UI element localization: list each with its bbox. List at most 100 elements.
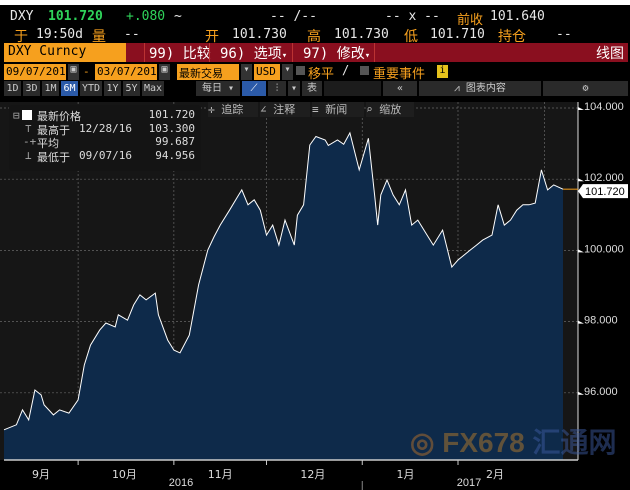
zoom-tool[interactable]: ⌕ 缩放 (366, 102, 414, 117)
candlestick-icon[interactable]: ⫶ (268, 81, 286, 96)
open-label: 开 (205, 29, 219, 45)
sparkline-icon: ~ (174, 9, 182, 24)
tool-label: 注释 (273, 103, 296, 116)
events-label: 重要事件 (373, 67, 426, 82)
open-interest-label: 持仓 (498, 29, 526, 45)
chart-content-button[interactable]: ⩘ 图表内容 (419, 81, 541, 96)
calendar-icon[interactable]: ▣ (68, 64, 79, 80)
compare-button[interactable]: 99) 比较 (144, 43, 211, 62)
legend-label: 平均 (37, 137, 59, 150)
time: 19:50d (36, 27, 83, 42)
period-button-1d[interactable]: 1D (4, 81, 21, 96)
price-line (3, 131, 564, 431)
tool-label: 新闻 (325, 103, 348, 116)
tool-label: 追踪 (221, 103, 244, 116)
legend-value: 99.687 (155, 135, 195, 148)
price-type-select[interactable]: 最新交易 (177, 64, 239, 80)
period-button-1m[interactable]: 1M (42, 81, 59, 96)
low-label: 低 (404, 29, 418, 45)
chart-content-label: 图表内容 (465, 83, 506, 94)
edit-label: 97) 修改 (303, 46, 365, 62)
frequency-select[interactable]: 每日 ▾ (196, 81, 240, 96)
ticker: DXY (10, 9, 34, 24)
annotate-tool[interactable]: ∠ 注释 (260, 102, 310, 117)
y-tick-mark (578, 320, 584, 324)
chart-type-label[interactable]: 线图 (374, 43, 628, 62)
last-price: 101.720 (48, 9, 103, 24)
events-checkbox[interactable] (360, 66, 369, 75)
calendar-icon[interactable]: ▣ (159, 64, 170, 80)
start-date-input[interactable]: 09/07/2016 (4, 64, 73, 80)
y-tick-label: 102.000 (584, 172, 624, 184)
legend-value: 103.300 (148, 122, 195, 135)
command-bar: DXY Curncy 99) 比较 96) 选项▾ 97) 修改▾ 线图 (4, 43, 628, 62)
news-tool[interactable]: ≡ 新闻 (312, 102, 364, 117)
toolbar-spacer (324, 81, 381, 96)
x-year-label: 2017 (457, 477, 481, 489)
period-button-1y[interactable]: 1Y (104, 81, 121, 96)
y-tick-label: 98.000 (584, 315, 618, 327)
collapse-button[interactable]: « (383, 81, 417, 96)
edit-button[interactable]: 97) 修改▾ (292, 43, 370, 62)
info-icon[interactable]: i (437, 65, 448, 78)
legend-date: 09/07/16 (79, 149, 132, 162)
frequency-label: 每日 (201, 83, 222, 94)
price-chart: 104.000 102.000 100.000 98.000 96.000 101.720… (0, 101, 628, 490)
x-month-label: 2月 (486, 468, 504, 481)
y-tick-label: 104.000 (584, 101, 624, 113)
end-date-input[interactable]: 03/07/2017 (95, 64, 164, 80)
y-tick-mark (578, 107, 584, 110)
time-label: 于 (14, 29, 28, 45)
average-marker-icon: -+ (23, 135, 37, 148)
y-tick-label: 96.000 (584, 386, 618, 398)
y-tick-mark (578, 249, 584, 253)
last-value-badge (578, 184, 628, 199)
legend-value: 101.720 (148, 108, 195, 121)
moving-avg-checkbox[interactable] (296, 66, 305, 75)
period-button-5y[interactable]: 5Y (123, 81, 140, 96)
line-chart-icon[interactable]: ⟋ (242, 81, 266, 96)
settings-gear-icon[interactable]: ⚙ (543, 81, 628, 96)
chevron-down-icon[interactable]: ▾ (288, 81, 300, 96)
date-separator: - (83, 65, 90, 78)
high-label: 高 (307, 29, 321, 45)
low: 101.710 (430, 27, 485, 42)
options-label: 96) 选项 (220, 46, 282, 62)
bid-ask-size: -- x -- (385, 9, 440, 24)
bid-ask: -- /-- (270, 9, 317, 24)
crosshair-tool[interactable]: ✛ 追踪 (208, 102, 258, 117)
price-change: +.080 (126, 9, 166, 24)
terminal-window: DXY 101.720 +.080 ~ -- /-- -- x -- 前收 10… (0, 5, 630, 490)
legend-label: 最高于 (37, 124, 70, 137)
price-area (4, 132, 563, 460)
legend-label: 最低于 (37, 151, 70, 164)
pen-icon[interactable]: / (342, 63, 350, 77)
chevron-down-icon[interactable]: ▾ (282, 64, 293, 80)
chart-icon: ⩘ (454, 83, 466, 94)
x-month-label: 12月 (300, 468, 325, 481)
x-month-label: 10月 (112, 468, 137, 481)
watermark-logo: ◎ FX678 汇通网 (410, 427, 617, 458)
volume: -- (124, 27, 140, 42)
period-button-max[interactable]: Max (142, 81, 164, 96)
period-button-ytd[interactable]: YTD (80, 81, 102, 96)
tool-label: 缩放 (379, 103, 402, 116)
table-button[interactable]: 表 (302, 81, 322, 96)
security-input[interactable]: DXY Curncy (4, 43, 126, 62)
period-button-3d[interactable]: 3D (23, 81, 40, 96)
options-button[interactable]: 96) 选项▾ (209, 43, 287, 62)
chevron-down-icon[interactable]: ▾ (241, 64, 252, 80)
period-button-6m[interactable]: 6M (61, 81, 78, 96)
legend-label: 最新价格 (37, 110, 81, 123)
chevron-down-icon: ▾ (281, 51, 288, 61)
currency-select[interactable]: USD (254, 64, 280, 80)
collapse-legend-icon[interactable]: ⊟ (13, 109, 20, 122)
y-tick-mark (578, 391, 584, 395)
legend-date: 12/28/16 (79, 122, 132, 135)
open: 101.730 (232, 27, 287, 42)
low-marker-icon: ⊥ (25, 149, 32, 162)
high-marker-icon: ⊤ (25, 122, 32, 135)
y-tick-mark (578, 178, 584, 182)
prev-close-label: 前收 (457, 13, 484, 28)
series-swatch (22, 110, 32, 120)
